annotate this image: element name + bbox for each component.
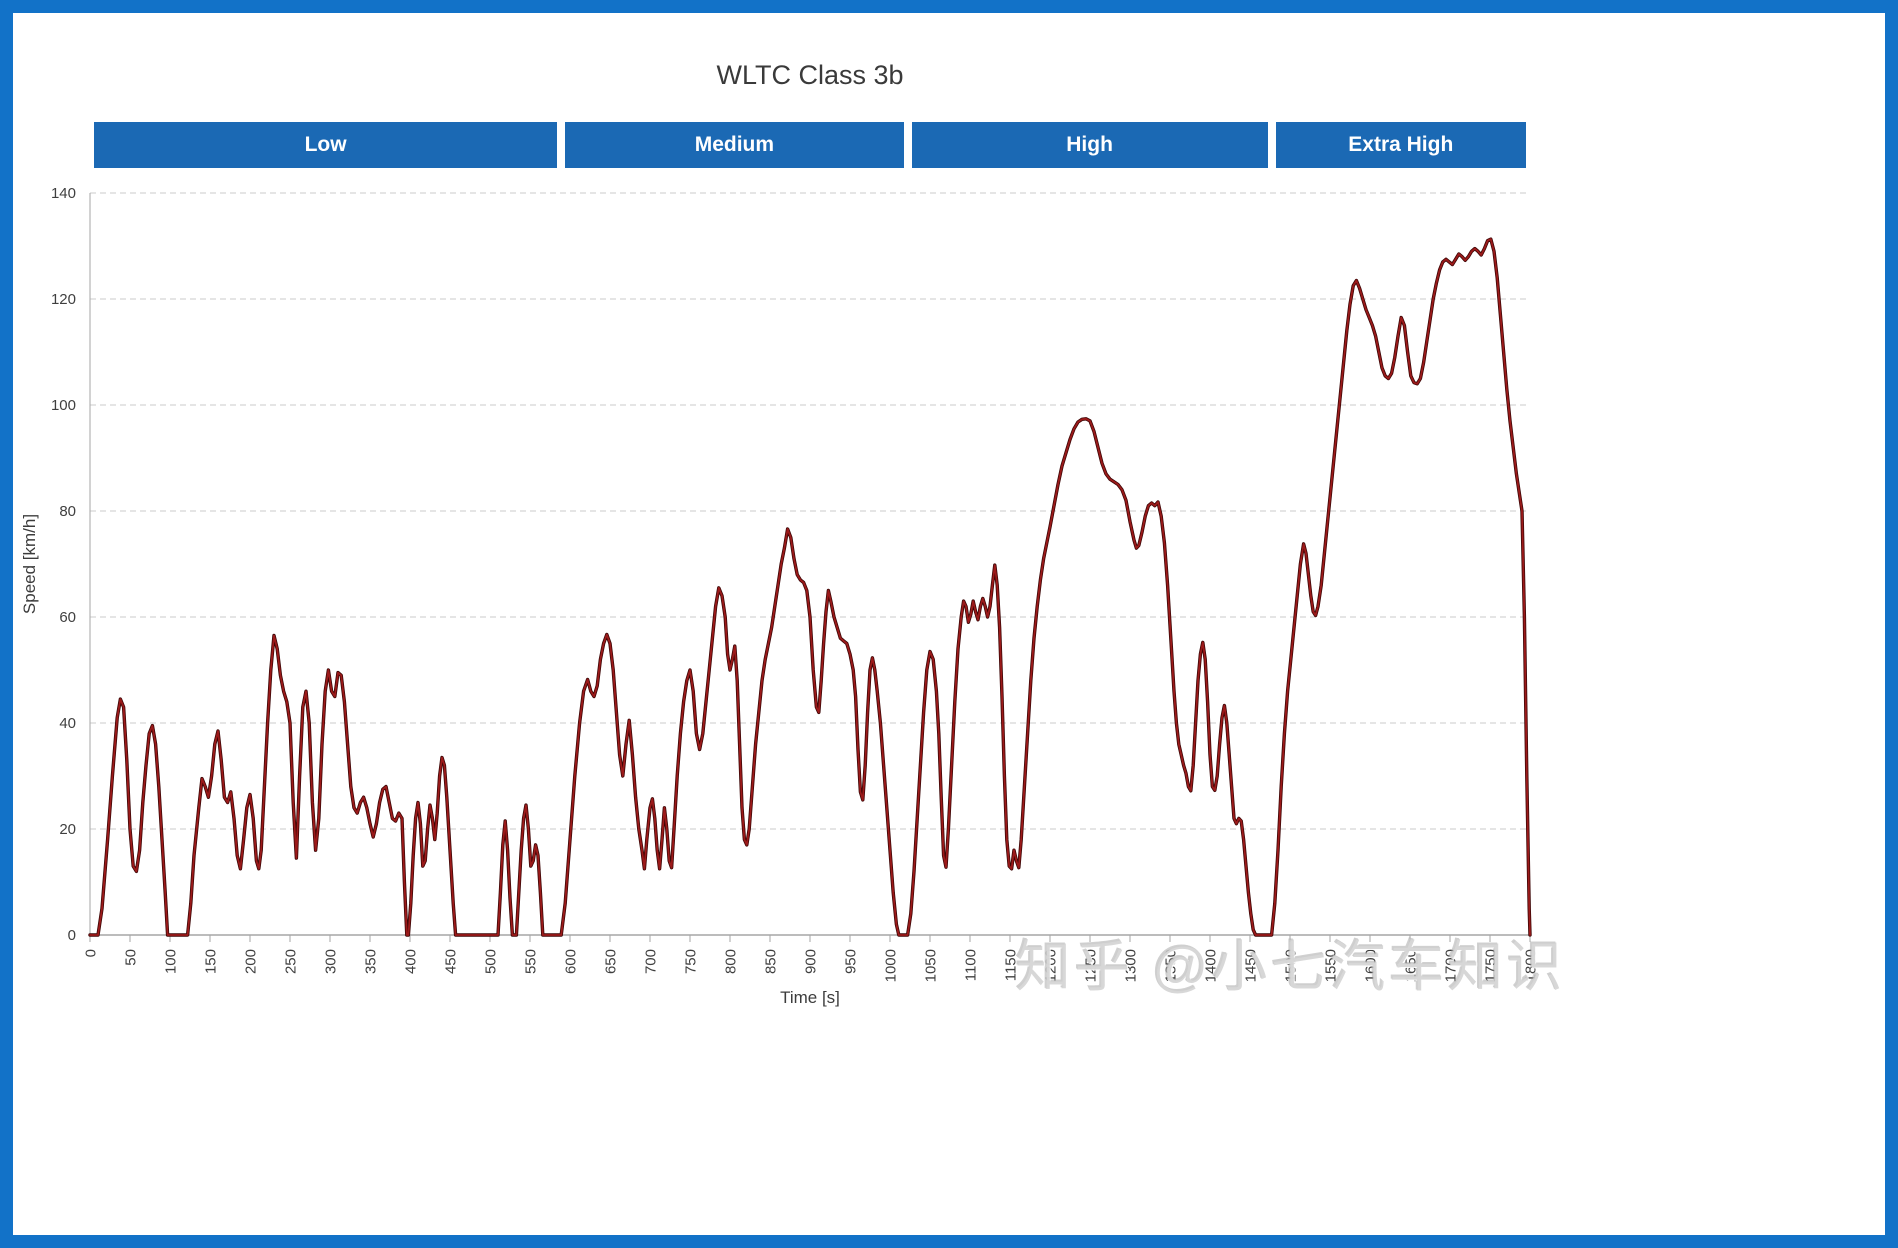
watermark: 知乎 @小七汽车知识: [1015, 935, 1566, 998]
x-tick-label: 750: [683, 949, 700, 974]
x-axis-title: Time [s]: [780, 988, 840, 1007]
y-axis-title: Speed [km/h]: [20, 513, 39, 615]
x-tick-label: 650: [603, 949, 620, 974]
x-tick-label: 1000: [883, 949, 900, 982]
y-tick-label: 0: [68, 927, 76, 944]
x-tick-label: 600: [563, 949, 580, 974]
phase-banner-high: High: [911, 122, 1268, 168]
x-tick-label: 1450: [1243, 949, 1260, 982]
phase-banner-medium: Medium: [565, 122, 904, 168]
x-tick-label: 300: [323, 949, 340, 974]
x-tick-label: 450: [443, 949, 460, 974]
x-tick-label: 1700: [1443, 949, 1460, 982]
x-tick-label: 1350: [1163, 949, 1180, 982]
x-tick-label: 50: [123, 949, 140, 966]
x-tick-label: 850: [763, 949, 780, 974]
phase-banner-label: Extra High: [1348, 133, 1454, 156]
y-tick-label: 120: [51, 291, 76, 308]
phase-banner-label: High: [1066, 133, 1113, 156]
x-tick-label: 1050: [923, 949, 940, 982]
phase-banner-label: Low: [304, 133, 347, 156]
x-tick-label: 800: [723, 949, 740, 974]
x-tick-label: 1400: [1203, 949, 1220, 982]
chart-title: WLTC Class 3b: [716, 60, 904, 90]
x-tick-label: 1550: [1323, 949, 1340, 982]
y-tick-label: 80: [59, 503, 76, 520]
x-tick-label: 200: [243, 949, 260, 974]
y-tick-label: 60: [59, 609, 76, 626]
x-tick-label: 0: [83, 949, 100, 957]
y-tick-label: 100: [51, 397, 76, 414]
x-tick-label: 1750: [1483, 949, 1500, 982]
x-tick-label: 1200: [1043, 949, 1060, 982]
x-tick-label: 1650: [1403, 949, 1420, 982]
x-tick-label: 250: [283, 949, 300, 974]
phase-banner-extra-high: Extra High: [1275, 122, 1526, 168]
x-tick-label: 1150: [1003, 949, 1020, 981]
x-tick-label: 1800: [1523, 949, 1540, 982]
x-tick-label: 550: [523, 949, 540, 974]
speed-trace: [89, 238, 1531, 936]
x-tick-label: 100: [163, 949, 180, 974]
x-tick-label: 900: [803, 949, 820, 974]
y-tick-label: 40: [59, 715, 76, 732]
y-tick-label: 20: [59, 821, 76, 838]
phase-banner-low: Low: [94, 122, 558, 168]
x-tick-label: 500: [483, 949, 500, 974]
x-tick-label: 400: [403, 949, 420, 974]
y-tick-label: 140: [51, 185, 76, 202]
phase-banner-label: Medium: [694, 133, 775, 156]
x-tick-label: 700: [643, 949, 660, 974]
x-tick-label: 150: [203, 949, 220, 974]
x-tick-label: 950: [843, 949, 860, 974]
speed-trace-outline: [88, 237, 1532, 937]
x-tick-label: 1300: [1123, 949, 1140, 982]
x-tick-label: 350: [363, 949, 380, 974]
x-tick-label: 1600: [1363, 949, 1380, 982]
x-tick-label: 1500: [1283, 949, 1300, 982]
x-tick-label: 1100: [963, 949, 980, 981]
x-tick-label: 1250: [1083, 949, 1100, 982]
